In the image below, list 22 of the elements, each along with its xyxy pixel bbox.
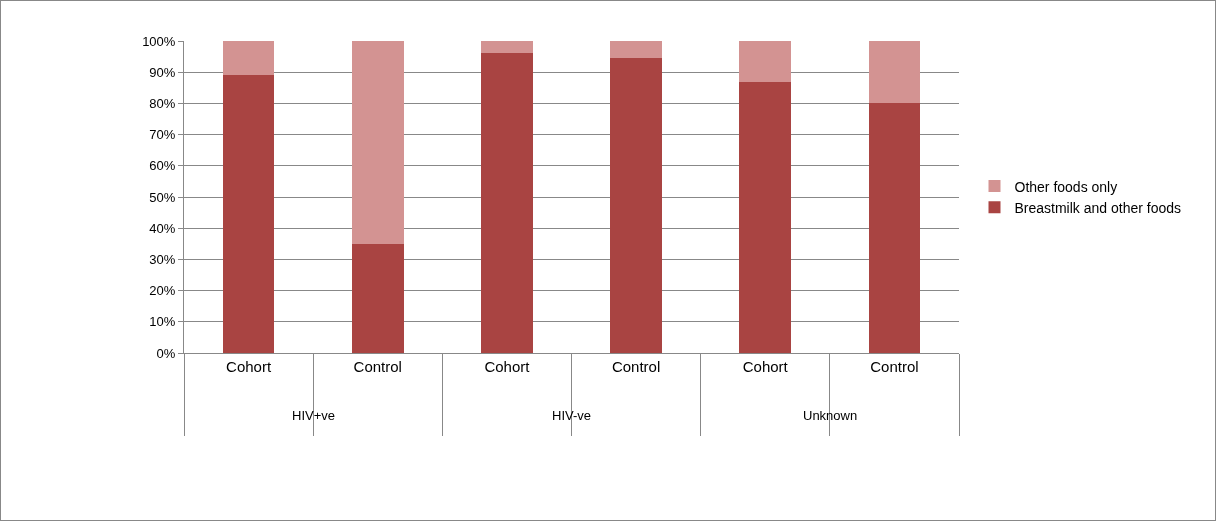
- y-tick-label: 80%: [149, 95, 176, 111]
- x-tick-label: Cohort: [226, 358, 272, 375]
- x-tick-label: Control: [611, 358, 661, 375]
- y-tick-label: 100%: [142, 33, 176, 49]
- x-tick-label: Control: [870, 358, 919, 375]
- y-tick-label: 60%: [149, 158, 176, 174]
- y-tick-label: 90%: [149, 64, 176, 80]
- legend-label: Breastmilk and other foods: [1014, 199, 1182, 216]
- x-tick-label: Cohort: [742, 358, 789, 375]
- text: Unknown: [803, 408, 858, 423]
- y-tick-label: 40%: [149, 220, 176, 236]
- legend-label: Other foods only: [1014, 178, 1118, 195]
- text: HIV+ve: [292, 408, 335, 423]
- text: HIV-ve: [552, 408, 592, 423]
- x-tick-label: Cohort: [484, 358, 531, 375]
- y-tick-label: 0%: [156, 345, 176, 361]
- y-tick-label: 30%: [149, 251, 176, 267]
- x-tick-label: Control: [353, 358, 402, 375]
- y-tick-label: 20%: [149, 283, 176, 299]
- y-tick-label: 10%: [149, 314, 176, 330]
- y-tick-label: 70%: [149, 127, 176, 143]
- y-tick-label: 50%: [149, 189, 176, 205]
